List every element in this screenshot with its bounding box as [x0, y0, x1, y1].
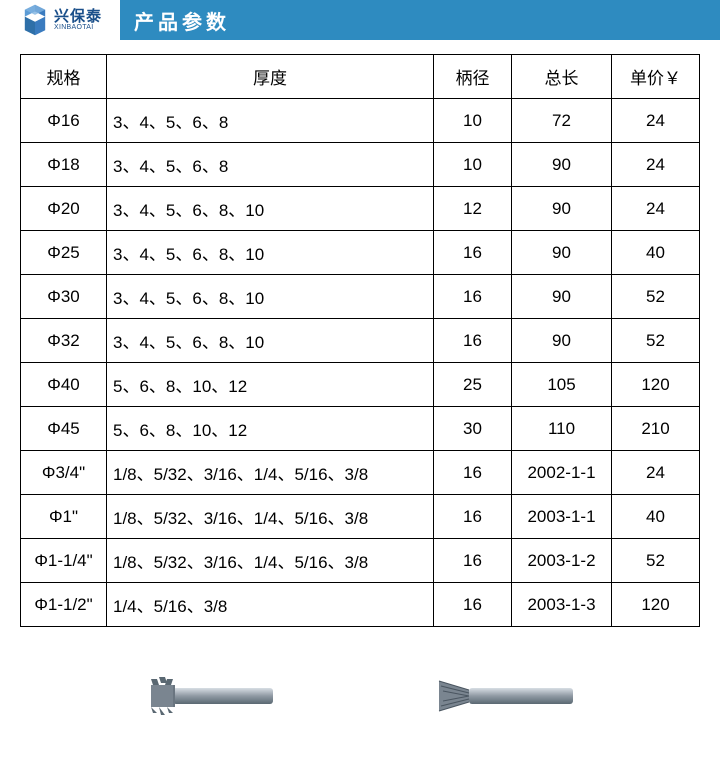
table-row: Φ303、4、5、6、8、10169052 [21, 275, 700, 319]
table-row: Φ163、4、5、6、8107224 [21, 99, 700, 143]
cell-thick: 5、6、8、10、12 [107, 363, 434, 407]
table-row: Φ1-1/4"1/8、5/32、3/16、1/4、5/16、3/8162003-… [21, 539, 700, 583]
spec-table: 规格 厚度 柄径 总长 单价￥ Φ163、4、5、6、8107224 Φ183、… [20, 54, 700, 627]
cell-spec: Φ45 [21, 407, 107, 451]
cell-thick: 3、4、5、6、8、10 [107, 187, 434, 231]
col-header-spec: 规格 [21, 55, 107, 99]
cell-shank: 16 [434, 451, 512, 495]
dovetail-cutter-icon [435, 673, 575, 719]
page-header: 兴保泰 XINBAOTAI 产品参数 [0, 0, 720, 40]
col-header-len: 总长 [512, 55, 612, 99]
cell-shank: 16 [434, 275, 512, 319]
cell-len: 2003-1-2 [512, 539, 612, 583]
brand-logo-icon [18, 3, 52, 37]
cell-spec: Φ1-1/2" [21, 583, 107, 627]
table-row: Φ253、4、5、6、8、10169040 [21, 231, 700, 275]
brand-logo-text: 兴保泰 XINBAOTAI [54, 9, 102, 31]
cell-len: 90 [512, 275, 612, 319]
cell-len: 90 [512, 187, 612, 231]
cell-price: 52 [612, 275, 700, 319]
table-header-row: 规格 厚度 柄径 总长 单价￥ [21, 55, 700, 99]
cell-len: 90 [512, 231, 612, 275]
cell-thick: 3、4、5、6、8 [107, 99, 434, 143]
spec-table-wrap: 规格 厚度 柄径 总长 单价￥ Φ163、4、5、6、8107224 Φ183、… [0, 40, 720, 627]
cell-spec: Φ30 [21, 275, 107, 319]
cell-shank: 16 [434, 539, 512, 583]
table-row: Φ3/4"1/8、5/32、3/16、1/4、5/16、3/8162002-1-… [21, 451, 700, 495]
brand-name-en: XINBAOTAI [54, 24, 102, 31]
cell-spec: Φ1-1/4" [21, 539, 107, 583]
cell-spec: Φ32 [21, 319, 107, 363]
table-row: Φ405、6、8、10、1225105120 [21, 363, 700, 407]
cell-spec: Φ25 [21, 231, 107, 275]
cell-spec: Φ16 [21, 99, 107, 143]
cell-price: 120 [612, 363, 700, 407]
cell-thick: 1/8、5/32、3/16、1/4、5/16、3/8 [107, 495, 434, 539]
cell-price: 24 [612, 99, 700, 143]
col-header-thick: 厚度 [107, 55, 434, 99]
cell-thick: 1/8、5/32、3/16、1/4、5/16、3/8 [107, 451, 434, 495]
col-header-shank: 柄径 [434, 55, 512, 99]
cell-thick: 3、4、5、6、8、10 [107, 319, 434, 363]
cell-len: 90 [512, 319, 612, 363]
cell-shank: 25 [434, 363, 512, 407]
cell-thick: 5、6、8、10、12 [107, 407, 434, 451]
cell-shank: 16 [434, 231, 512, 275]
cell-spec: Φ20 [21, 187, 107, 231]
cell-shank: 16 [434, 583, 512, 627]
cell-thick: 1/4、5/16、3/8 [107, 583, 434, 627]
cell-len: 110 [512, 407, 612, 451]
cell-shank: 12 [434, 187, 512, 231]
cell-shank: 16 [434, 319, 512, 363]
table-row: Φ1-1/2"1/4、5/16、3/8162003-1-3120 [21, 583, 700, 627]
cell-price: 120 [612, 583, 700, 627]
cell-len: 90 [512, 143, 612, 187]
cell-thick: 3、4、5、6、8 [107, 143, 434, 187]
cell-price: 40 [612, 495, 700, 539]
brand-name-cn: 兴保泰 [54, 9, 102, 24]
t-slot-cutter-icon [145, 673, 275, 719]
table-row: Φ203、4、5、6、8、10129024 [21, 187, 700, 231]
cell-shank: 10 [434, 99, 512, 143]
col-header-price: 单价￥ [612, 55, 700, 99]
cell-spec: Φ18 [21, 143, 107, 187]
cell-shank: 16 [434, 495, 512, 539]
table-row: Φ455、6、8、10、1230110210 [21, 407, 700, 451]
cell-spec: Φ40 [21, 363, 107, 407]
cell-thick: 3、4、5、6、8、10 [107, 275, 434, 319]
cell-shank: 30 [434, 407, 512, 451]
cell-price: 24 [612, 451, 700, 495]
cell-thick: 1/8、5/32、3/16、1/4、5/16、3/8 [107, 539, 434, 583]
table-row: Φ183、4、5、6、8109024 [21, 143, 700, 187]
cell-spec: Φ1" [21, 495, 107, 539]
page-title: 产品参数 [120, 0, 720, 40]
cell-len: 2002-1-1 [512, 451, 612, 495]
cell-shank: 10 [434, 143, 512, 187]
cell-len: 2003-1-1 [512, 495, 612, 539]
cell-price: 52 [612, 319, 700, 363]
cell-price: 40 [612, 231, 700, 275]
tool-illustrations [0, 673, 720, 719]
cell-price: 52 [612, 539, 700, 583]
table-row: Φ1"1/8、5/32、3/16、1/4、5/16、3/8162003-1-14… [21, 495, 700, 539]
cell-len: 105 [512, 363, 612, 407]
cell-price: 24 [612, 143, 700, 187]
spec-table-body: Φ163、4、5、6、8107224 Φ183、4、5、6、8109024 Φ2… [21, 99, 700, 627]
cell-len: 2003-1-3 [512, 583, 612, 627]
cell-thick: 3、4、5、6、8、10 [107, 231, 434, 275]
cell-len: 72 [512, 99, 612, 143]
cell-price: 210 [612, 407, 700, 451]
cell-spec: Φ3/4" [21, 451, 107, 495]
cell-price: 24 [612, 187, 700, 231]
brand-logo-block: 兴保泰 XINBAOTAI [0, 0, 120, 40]
table-row: Φ323、4、5、6、8、10169052 [21, 319, 700, 363]
